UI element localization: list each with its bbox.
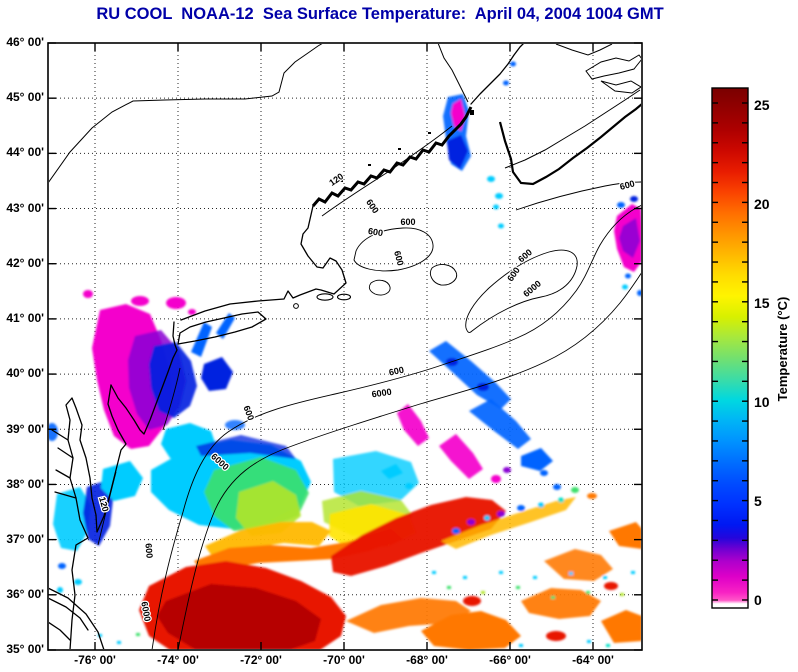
y-tick-label: 41° 00' <box>6 311 44 325</box>
sst-raster-layer <box>49 61 641 649</box>
contour-label: 600 <box>143 543 154 559</box>
contour-label: 6000 <box>371 387 392 400</box>
contour-label: 600 <box>392 250 406 267</box>
contour-label: 600 <box>505 265 522 283</box>
contour-label: 600 <box>367 226 384 238</box>
x-tick-label: -76° 00' <box>74 653 116 667</box>
colorbar-title: Temperature (°C) <box>775 296 790 402</box>
colorbar-frame <box>711 87 749 609</box>
x-tick-label: -70° 00' <box>323 653 365 667</box>
x-tick-label: -64° 00' <box>572 653 614 667</box>
colorbar-tick-label: 0 <box>754 592 762 608</box>
contour-label: 6000 <box>139 601 152 622</box>
y-tick-label: 43° 00' <box>6 201 44 215</box>
axis-ticks <box>48 42 642 651</box>
x-tick-label: -74° 00' <box>157 653 199 667</box>
colorbar-tick-label: 10 <box>754 394 770 410</box>
figure-title: RU COOL NOAA-12 Sea Surface Temperature:… <box>96 5 664 23</box>
contour-label: 600 <box>364 197 381 215</box>
colorbar-tick-label: 5 <box>754 493 762 509</box>
y-tick-label: 42° 00' <box>6 256 44 270</box>
y-tick-label: 45° 00' <box>6 90 44 104</box>
y-tick-label: 46° 00' <box>6 35 44 49</box>
plot-frame <box>47 42 643 651</box>
colorbar-ticks <box>712 102 748 601</box>
y-tick-label: 40° 00' <box>6 366 44 380</box>
y-tick-label: 35° 00' <box>6 642 44 656</box>
contour-label: 600 <box>619 178 636 192</box>
contour-label: 6000 <box>521 278 543 299</box>
coastline-layer <box>49 44 641 649</box>
y-tick-label: 39° 00' <box>6 422 44 436</box>
colorbar-tick-label: 20 <box>754 196 770 212</box>
colorbar-gradient <box>712 88 748 608</box>
contour-label: 120 <box>327 171 345 188</box>
contour-label: 600 <box>516 247 534 264</box>
colorbar-tick-label: 25 <box>754 97 770 113</box>
x-tick-label: -68° 00' <box>406 653 448 667</box>
contour-label: 600 <box>242 404 257 422</box>
y-tick-label: 38° 00' <box>6 477 44 491</box>
contour-label: 600 <box>388 365 405 378</box>
colorbar-tick-label: 15 <box>754 295 770 311</box>
x-tick-label: -72° 00' <box>240 653 282 667</box>
y-tick-label: 37° 00' <box>6 532 44 546</box>
contour-label: 600 <box>400 217 415 227</box>
x-tick-label: -66° 00' <box>489 653 531 667</box>
y-tick-label: 36° 00' <box>6 587 44 601</box>
y-tick-label: 44° 00' <box>6 145 44 159</box>
